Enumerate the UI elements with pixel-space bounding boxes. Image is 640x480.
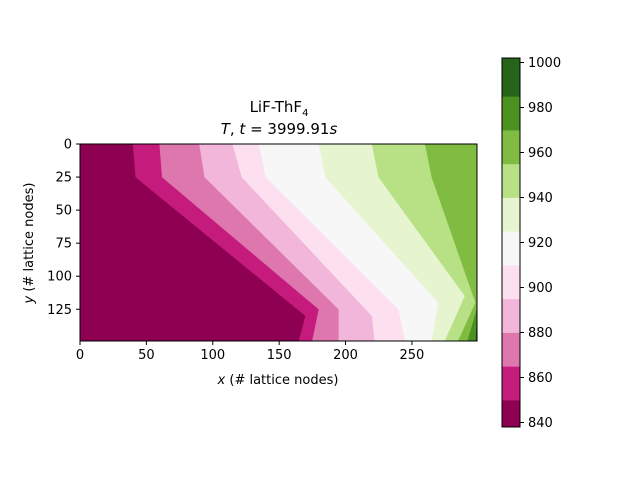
colorbar-tick-label: 860 [528,371,553,386]
x-tick-label: 0 [76,348,84,363]
colorbar-segment-2 [502,332,520,367]
y-tick-label: 125 [47,303,72,318]
colorbar-tick-label: 920 [528,236,553,251]
y-axis-ticks: 0 25 50 75 100 125 [47,138,80,318]
x-tick-label: 150 [267,348,292,363]
plot-frame [79,143,478,342]
colorbar: 840 860 880 900 920 940 960 980 1000 [501,56,561,431]
colorbar-segment-1 [502,366,520,401]
colorbar-tick-label: 940 [528,191,553,206]
x-tick-label: 200 [333,348,358,363]
y-tick-label: 75 [55,237,72,252]
x-tick-label: 50 [138,348,155,363]
colorbar-tick-label: 960 [528,146,553,161]
contour-band-8 [424,144,477,341]
contour-band-9 [467,144,477,341]
y-tick-label: 100 [47,270,72,285]
colorbar-tick-label: 900 [528,281,553,296]
x-axis-label: x (# lattice nodes) [217,373,339,388]
y-tick-label: 50 [55,204,72,219]
x-tick-label: 100 [200,348,225,363]
colorbar-segment-3 [502,298,520,333]
colorbar-segment-4 [502,265,520,300]
x-tick-label: 250 [400,348,425,363]
colorbar-segment-9 [502,96,520,131]
colorbar-segment-8 [502,130,520,165]
colorbar-tick-label: 840 [528,416,553,431]
y-tick-label: 25 [55,171,72,186]
colorbar-segment-0 [502,400,520,428]
chart-title-line1: LiF-ThF4 [250,98,309,119]
colorbar-segment-6 [502,197,520,232]
x-axis-ticks: 0 50 100 150 200 250 [76,341,424,363]
y-axis-label: y (# lattice nodes) [22,183,37,305]
colorbar-tick-label: 880 [528,326,553,341]
colorbar-tick-label: 980 [528,101,553,116]
contour-plot-area: 0 50 100 150 200 250 0 25 50 75 100 125 [47,138,478,363]
colorbar-ticks: 840 860 880 900 920 940 960 980 1000 [520,56,561,431]
y-tick-label: 0 [64,138,72,153]
colorbar-segment-5 [502,231,520,266]
chart-title-line2: T, t = 3999.91s [221,120,338,138]
colorbar-tick-label: 1000 [528,56,561,71]
colorbar-segment-10 [502,58,520,97]
colorbar-segment-7 [502,163,520,198]
